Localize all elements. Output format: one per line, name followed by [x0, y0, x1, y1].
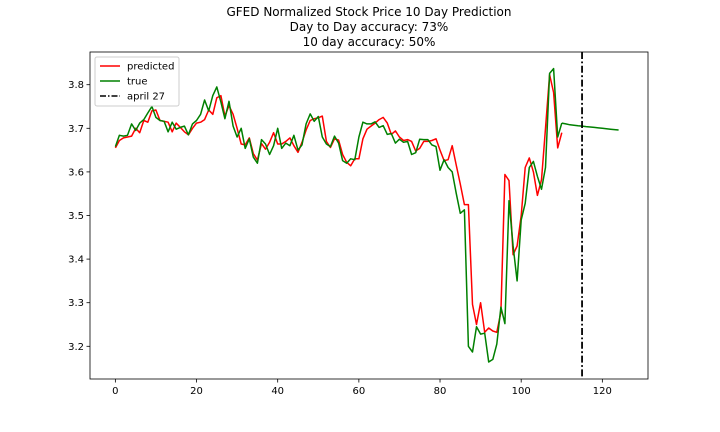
chart-title: GFED Normalized Stock Price 10 Day Predi… — [226, 5, 511, 49]
y-tick-label: 3.7 — [68, 124, 84, 135]
legend-box — [94, 56, 180, 107]
x-axis: 0 20 40 60 80 100 120 — [112, 379, 612, 397]
x-tick-label: 100 — [512, 386, 531, 397]
chart-title-line-1: GFED Normalized Stock Price 10 Day Predi… — [226, 5, 511, 19]
y-tick-label: 3.4 — [68, 255, 84, 266]
x-tick-label: 60 — [352, 386, 365, 397]
y-axis: 3.2 3.3 3.4 3.5 3.6 3.7 3.8 — [68, 80, 90, 353]
legend: predicted true april 27 — [94, 56, 180, 107]
y-tick-label: 3.6 — [68, 167, 84, 178]
y-tick-label: 3.5 — [68, 211, 84, 222]
legend-label-true: true — [127, 77, 148, 88]
x-tick-label: 40 — [271, 386, 284, 397]
plot-area — [89, 51, 649, 380]
y-tick-label: 3.8 — [68, 80, 84, 91]
chart-title-line-3: 10 day accuracy: 50% — [303, 35, 436, 49]
chart-title-line-2: Day to Day accuracy: 73% — [290, 20, 449, 34]
legend-label-predicted: predicted — [127, 62, 174, 73]
legend-label-april-27: april 27 — [127, 92, 165, 103]
x-tick-label: 20 — [190, 386, 203, 397]
x-tick-label: 80 — [434, 386, 447, 397]
y-tick-label: 3.2 — [68, 342, 84, 353]
x-tick-label: 0 — [112, 386, 118, 397]
series-forecast-line-true — [561, 122, 619, 131]
x-tick-label: 120 — [593, 386, 612, 397]
y-tick-label: 3.3 — [68, 298, 84, 309]
series-line-true — [114, 67, 563, 363]
